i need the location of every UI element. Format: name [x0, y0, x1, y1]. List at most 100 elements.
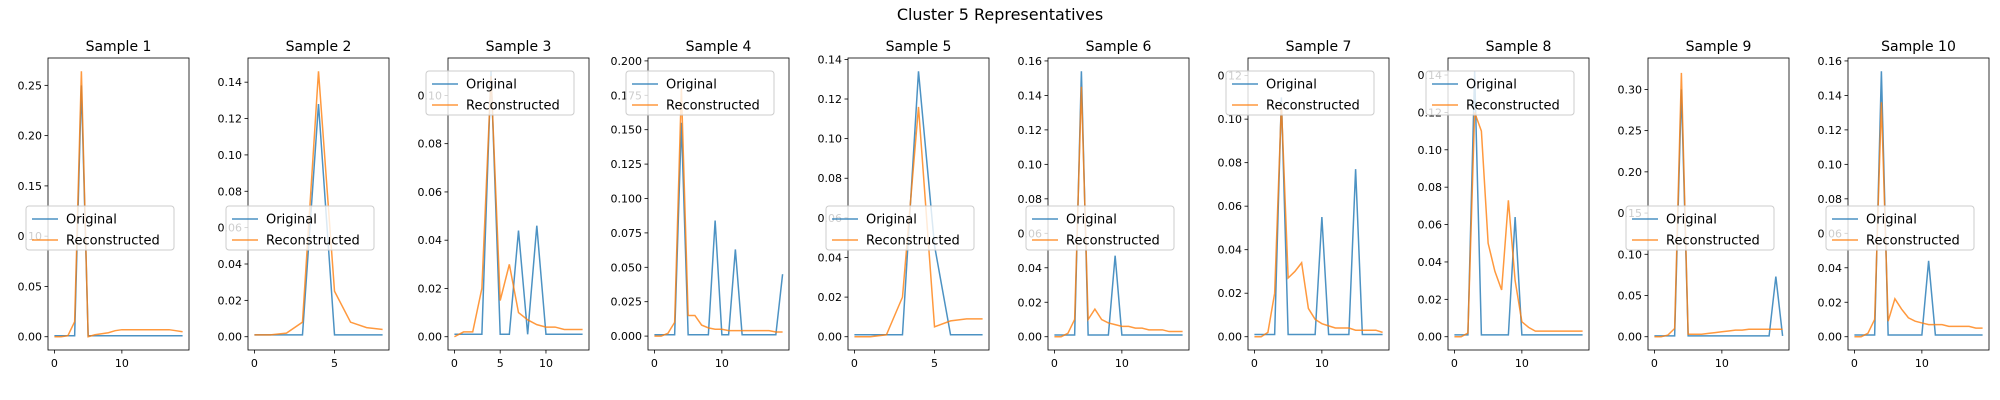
axes-frame [247, 57, 390, 351]
y-tick-label: 0.04 [1218, 244, 1243, 257]
y-tick-label: 0.12 [818, 93, 843, 106]
y-tick-label: 0.00 [1418, 331, 1443, 344]
legend-label-original: Original [866, 213, 917, 228]
legend-label-reconstructed: Reconstructed [66, 234, 160, 249]
subplot-7: Sample 70.000.020.040.060.080.100.12010O… [1218, 39, 1390, 370]
axes-frame [1847, 57, 1990, 351]
series-line-reconstructed [54, 71, 183, 338]
subplot-title: Sample 4 [686, 39, 752, 55]
x-tick-label: 5 [497, 357, 504, 370]
subplot-title: Sample 8 [1486, 39, 1552, 55]
series-line-reconstructed [1454, 112, 1583, 338]
y-tick-label: 0.25 [1618, 125, 1643, 138]
y-tick-label: 0.00 [418, 331, 443, 344]
y-tick-label: 0.14 [1018, 89, 1043, 102]
y-tick-label: 0.04 [1018, 262, 1043, 275]
axes-frame [447, 57, 590, 351]
subplot-8: Sample 80.000.020.040.060.080.100.120.14… [1418, 39, 1590, 370]
legend-label-original: Original [1066, 213, 1117, 228]
x-tick-label: 10 [1915, 357, 1929, 370]
legend-box [1425, 70, 1575, 116]
y-tick-label: 0.100 [611, 192, 643, 205]
y-tick-label: 0.00 [818, 331, 843, 344]
legend-box [1025, 205, 1175, 251]
legend: Original Reconstructed [1825, 205, 1975, 251]
y-tick-label: 0.10 [818, 133, 843, 146]
y-tick-label: 0.06 [418, 186, 443, 199]
y-tick-label: 0.12 [218, 113, 243, 126]
legend-label-original: Original [1266, 78, 1317, 93]
legend-label-reconstructed: Reconstructed [1866, 234, 1960, 249]
y-tick-label: 0.025 [611, 296, 643, 309]
legend-label-original: Original [66, 213, 117, 228]
y-tick-label: 0.02 [818, 291, 843, 304]
series-line-original [454, 71, 583, 336]
x-tick-label: 0 [451, 357, 458, 370]
y-tick-label: 0.06 [1218, 200, 1243, 213]
axes-frame [1447, 57, 1590, 351]
legend-box [25, 205, 175, 251]
y-tick-label: 0.02 [1018, 296, 1043, 309]
legend: Original Reconstructed [825, 205, 975, 251]
legend-box [425, 70, 575, 116]
subplot-grid: Sample 1 0.00 0.05 0.10 0.15 0.20 0.25 0 10 Origi… [18, 39, 1990, 370]
legend-label-reconstructed: Reconstructed [1066, 234, 1160, 249]
legend-label-original: Original [1466, 78, 1517, 93]
y-tick-label: 0.14 [1818, 89, 1843, 102]
y-tick-label: 0.050 [611, 261, 643, 274]
subplot-title: Sample 5 [886, 39, 952, 55]
series-line-reconstructed [654, 88, 783, 337]
legend-box [225, 205, 375, 251]
legend: Original Reconstructed [625, 70, 775, 116]
legend-box [1625, 205, 1775, 251]
y-tick-label: 0.150 [611, 124, 643, 137]
legend-box [1825, 205, 1975, 251]
y-tick-label: 0.08 [1818, 193, 1843, 206]
y-tick-label: 0.10 [1618, 248, 1643, 261]
subplot-6: Sample 60.000.020.040.060.080.100.120.14… [1018, 39, 1190, 370]
subplot-title: Sample 10 [1881, 39, 1956, 55]
y-tick-label: 0.08 [1418, 181, 1443, 194]
axes-frame [1047, 57, 1190, 351]
y-tick-label: 0.12 [1018, 124, 1043, 137]
x-tick-label: 5 [931, 357, 938, 370]
y-tick-label: 0.04 [1818, 262, 1843, 275]
y-tick-label: 0.00 [1218, 331, 1243, 344]
legend: Original Reconstructed [1625, 205, 1775, 251]
y-tick-label: 0.08 [818, 172, 843, 185]
y-tick-label: 0.05 [1618, 290, 1643, 303]
subplot-2: Sample 20.000.020.040.060.080.100.120.14… [218, 39, 390, 370]
y-tick-label: 0.14 [218, 76, 243, 89]
x-tick-label: 0 [1451, 357, 1458, 370]
series-line-original [1254, 97, 1383, 336]
legend-label-original: Original [666, 78, 717, 93]
legend-label-reconstructed: Reconstructed [266, 234, 360, 249]
axes-frame [47, 57, 190, 351]
y-tick-label: 0.12 [1818, 124, 1843, 137]
y-tick-label: 0.10 [1418, 144, 1443, 157]
y-tick-label: 0.30 [1618, 83, 1643, 96]
subplot-title: Sample 3 [486, 39, 552, 55]
y-tick-label: 0.25 [18, 79, 43, 92]
subplot-5: Sample 50.000.020.040.060.080.100.120.14… [818, 39, 990, 370]
y-tick-label: 0.04 [418, 234, 443, 247]
subplot-title: Sample 9 [1686, 39, 1752, 55]
y-tick-label: 0.16 [1818, 55, 1843, 68]
y-tick-label: 0.08 [218, 185, 243, 198]
y-tick-label: 0.10 [218, 149, 243, 162]
series-line-original [1854, 71, 1983, 336]
series-line-reconstructed [254, 71, 383, 336]
y-tick-label: 0.06 [1418, 219, 1443, 232]
x-tick-label: 0 [51, 357, 58, 370]
legend: Original Reconstructed [25, 205, 175, 251]
y-tick-label: 0.00 [218, 331, 243, 344]
subplot-10: Sample 100.000.020.040.060.080.100.120.1… [1818, 39, 1990, 370]
legend: Original Reconstructed [1025, 205, 1175, 251]
legend-label-reconstructed: Reconstructed [466, 99, 560, 114]
x-tick-label: 10 [715, 357, 729, 370]
y-tick-label: 0.00 [1618, 331, 1643, 344]
y-tick-label: 0.08 [1018, 193, 1043, 206]
legend: Original Reconstructed [1425, 70, 1575, 116]
subplot-title: Sample 7 [1286, 39, 1352, 55]
y-tick-label: 0.02 [1818, 296, 1843, 309]
